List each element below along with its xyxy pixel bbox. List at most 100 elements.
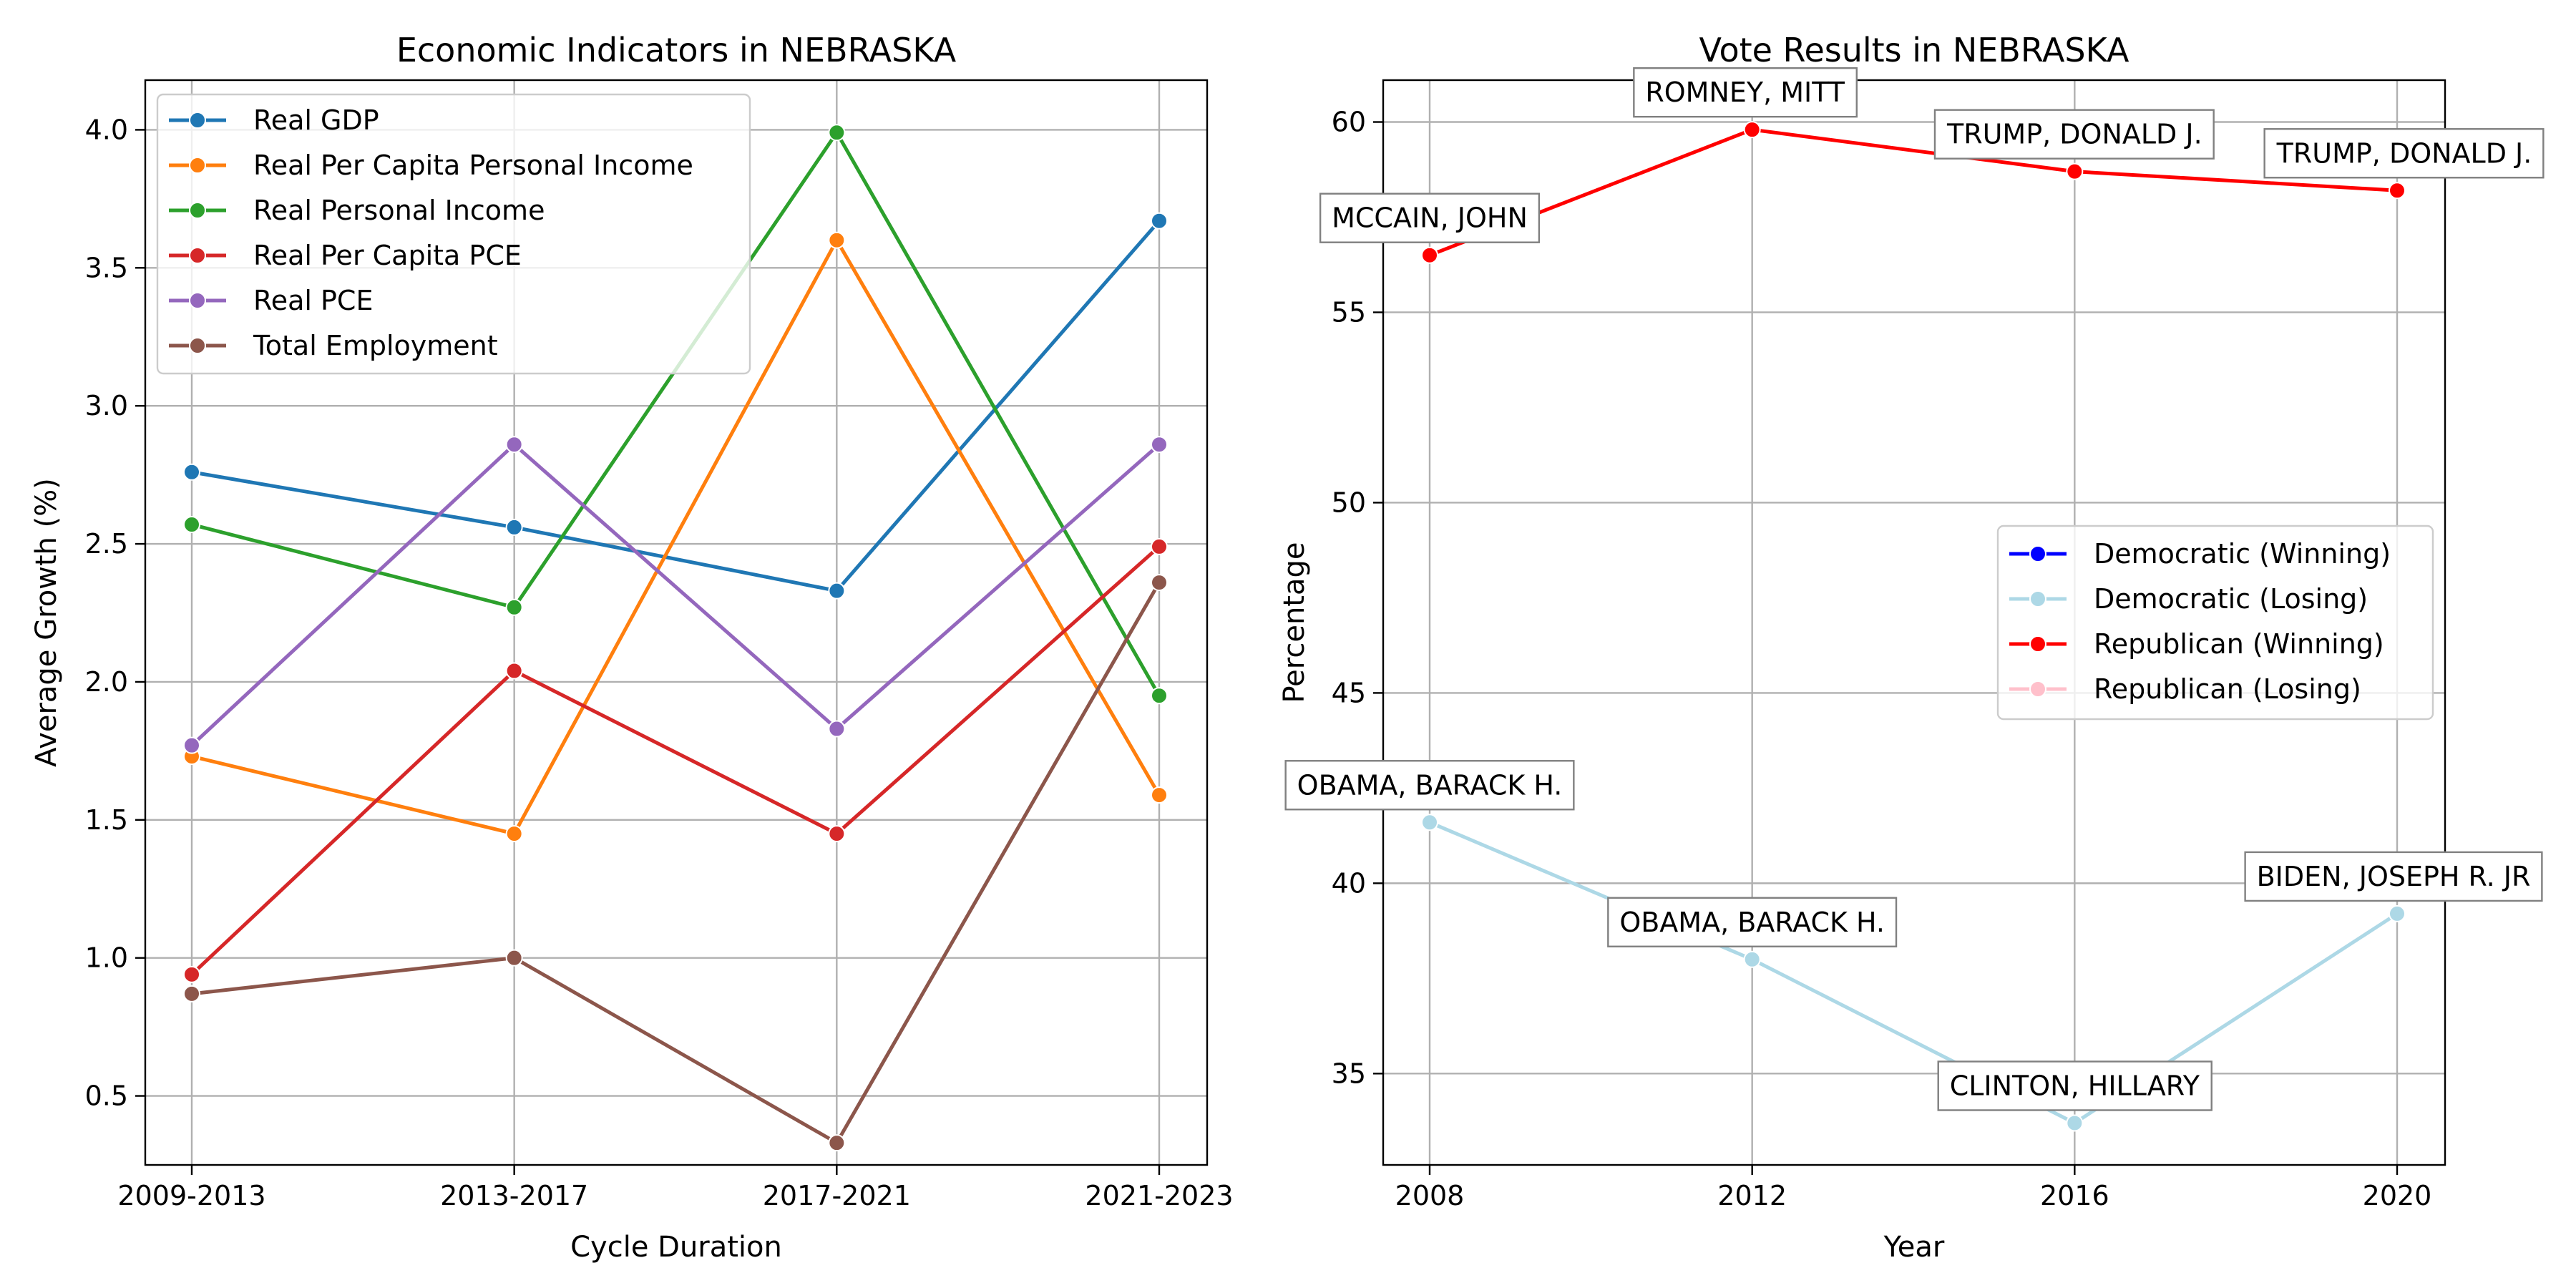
data-point bbox=[1421, 246, 1438, 264]
y-tick-label: 45 bbox=[1332, 677, 1366, 708]
series-line-3 bbox=[190, 545, 1161, 976]
legend-label: Democratic (Losing) bbox=[2094, 583, 2368, 615]
legend-label: Republican (Winning) bbox=[2094, 628, 2384, 660]
x-tick-label: 2020 bbox=[2363, 1180, 2432, 1211]
y-tick-label: 3.0 bbox=[85, 390, 128, 421]
legend-marker bbox=[2029, 680, 2046, 698]
legend-label: Democratic (Winning) bbox=[2094, 538, 2391, 570]
y-tick-label: 35 bbox=[1332, 1058, 1366, 1089]
vote-chart: MCCAIN, JOHN ROMNEY, MITT TRUMP, DONALD J.… bbox=[1278, 31, 2545, 1264]
series-line-0 bbox=[191, 220, 1161, 593]
x-tick-label: 2009-2013 bbox=[117, 1180, 265, 1211]
x-axis-label: Year bbox=[1883, 1231, 1945, 1264]
y-axis-label: Average Growth (%) bbox=[30, 478, 63, 767]
data-point bbox=[183, 463, 200, 481]
y-tick-label: 55 bbox=[1332, 296, 1366, 328]
data-point bbox=[828, 582, 846, 600]
y-tick-label: 50 bbox=[1332, 487, 1366, 518]
chart-title: Vote Results in NEBRASKA bbox=[1699, 31, 2129, 69]
y-tick-label: 0.5 bbox=[85, 1080, 128, 1112]
x-tick-label: 2017-2021 bbox=[763, 1180, 911, 1211]
data-point bbox=[183, 736, 200, 754]
annotation-box bbox=[1633, 67, 1858, 118]
x-tick-label: 2016 bbox=[2040, 1180, 2109, 1211]
x-tick-label: 2013-2017 bbox=[440, 1180, 588, 1211]
y-tick-label: 2.0 bbox=[85, 666, 128, 698]
legend-label: Real Per Capita PCE bbox=[253, 240, 522, 271]
data-point bbox=[2389, 182, 2406, 200]
legend-marker bbox=[189, 337, 206, 354]
legend-label: Real Per Capita Personal Income bbox=[253, 150, 693, 181]
series-line-5 bbox=[191, 581, 1161, 1146]
data-point bbox=[2066, 162, 2084, 180]
point-annotation: OBAMA, BARACK H. bbox=[1619, 907, 1885, 938]
data-point bbox=[1151, 212, 1168, 230]
plot-frame bbox=[144, 79, 1209, 1166]
y-axis-label: Percentage bbox=[1278, 542, 1311, 703]
data-point bbox=[505, 825, 523, 843]
data-point bbox=[505, 436, 523, 454]
annotation-box bbox=[1937, 1060, 2212, 1111]
data-point bbox=[183, 965, 200, 983]
data-point bbox=[2066, 1114, 2084, 1132]
series-line-4 bbox=[190, 441, 1161, 747]
x-tick-label: 2008 bbox=[1395, 1180, 1465, 1211]
legend-marker bbox=[189, 247, 206, 264]
annotation-box bbox=[1284, 760, 1575, 811]
data-point bbox=[1151, 687, 1168, 705]
data-point bbox=[183, 985, 200, 1002]
x-tick-label: 2021-2023 bbox=[1085, 1180, 1233, 1211]
y-tick-label: 1.5 bbox=[85, 804, 128, 836]
x-axis-label: Cycle Duration bbox=[570, 1231, 782, 1264]
legend-marker bbox=[189, 292, 206, 309]
annotation-box bbox=[2263, 128, 2545, 179]
y-tick-label: 3.5 bbox=[85, 252, 128, 283]
legend-marker bbox=[2029, 635, 2046, 653]
y-tick-label: 40 bbox=[1332, 867, 1366, 899]
y-tick-label: 4.0 bbox=[85, 114, 128, 145]
data-point bbox=[1743, 121, 1761, 139]
legend-label: Total Employment bbox=[253, 330, 498, 361]
legend-frame bbox=[1996, 525, 2434, 721]
data-point bbox=[828, 825, 846, 843]
data-point bbox=[828, 231, 846, 249]
legend: Democratic (Winning) Democratic (Losing) R… bbox=[1996, 525, 2434, 721]
data-point bbox=[1421, 814, 1438, 831]
legend-label: Real Personal Income bbox=[253, 195, 545, 226]
chart-title: Economic Indicators in NEBRASKA bbox=[396, 31, 957, 69]
point-annotation: TRUMP, DONALD J. bbox=[2276, 137, 2532, 169]
series-line-1 bbox=[191, 236, 1161, 836]
data-point bbox=[505, 598, 523, 616]
data-point bbox=[1151, 574, 1168, 592]
y-tick-label: 60 bbox=[1332, 107, 1366, 138]
data-point bbox=[1743, 950, 1761, 968]
data-point bbox=[1151, 436, 1168, 454]
annotation-box bbox=[1933, 109, 2215, 160]
data-point bbox=[505, 518, 523, 536]
legend-marker bbox=[2029, 590, 2046, 608]
series-line-0 bbox=[1429, 127, 2398, 258]
data-point bbox=[828, 1134, 846, 1152]
annotation-box bbox=[2244, 851, 2543, 902]
y-tick-label: 2.5 bbox=[85, 528, 128, 560]
legend-label: Republican (Losing) bbox=[2094, 673, 2361, 705]
x-tick-label: 2012 bbox=[1717, 1180, 1787, 1211]
data-point bbox=[505, 949, 523, 967]
legend-frame bbox=[156, 93, 751, 375]
data-point bbox=[828, 720, 846, 738]
legend: Real GDP Real Per Capita Personal Income R… bbox=[156, 93, 751, 375]
point-annotation: TRUMP, DONALD J. bbox=[1946, 119, 2202, 150]
plot-frame bbox=[1382, 79, 2446, 1166]
point-annotation: OBAMA, BARACK H. bbox=[1297, 769, 1563, 801]
series-line-1 bbox=[1429, 820, 2399, 1126]
y-tick-label: 1.0 bbox=[85, 942, 128, 974]
annotation-box bbox=[1319, 192, 1541, 243]
data-point bbox=[828, 124, 846, 142]
economic-chart: 2009-2013 2013-2017 2017-2021 2021-2023 0.5 1… bbox=[30, 31, 1234, 1264]
point-annotation: CLINTON, HILLARY bbox=[1950, 1070, 2200, 1101]
legend-label: Real PCE bbox=[253, 285, 373, 316]
annotation-box bbox=[1607, 897, 1898, 947]
data-point bbox=[1151, 786, 1168, 804]
point-annotation: BIDEN, JOSEPH R. JR bbox=[2257, 861, 2531, 892]
